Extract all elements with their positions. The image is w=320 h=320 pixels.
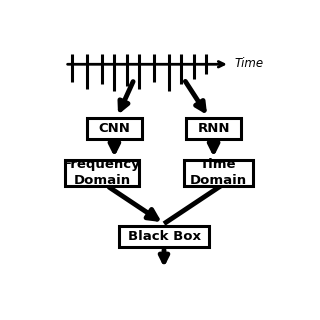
Bar (87, 118, 142, 139)
Text: Black Box: Black Box (127, 230, 201, 243)
Text: Time
Domain: Time Domain (190, 158, 247, 187)
Bar (186, 118, 241, 139)
Text: Time: Time (235, 57, 264, 70)
Text: Frequency
Domain: Frequency Domain (63, 158, 141, 187)
Bar (184, 160, 253, 186)
Bar (65, 160, 139, 186)
Text: RNN: RNN (197, 122, 230, 135)
Text: CNN: CNN (99, 122, 130, 135)
Bar (119, 226, 209, 247)
